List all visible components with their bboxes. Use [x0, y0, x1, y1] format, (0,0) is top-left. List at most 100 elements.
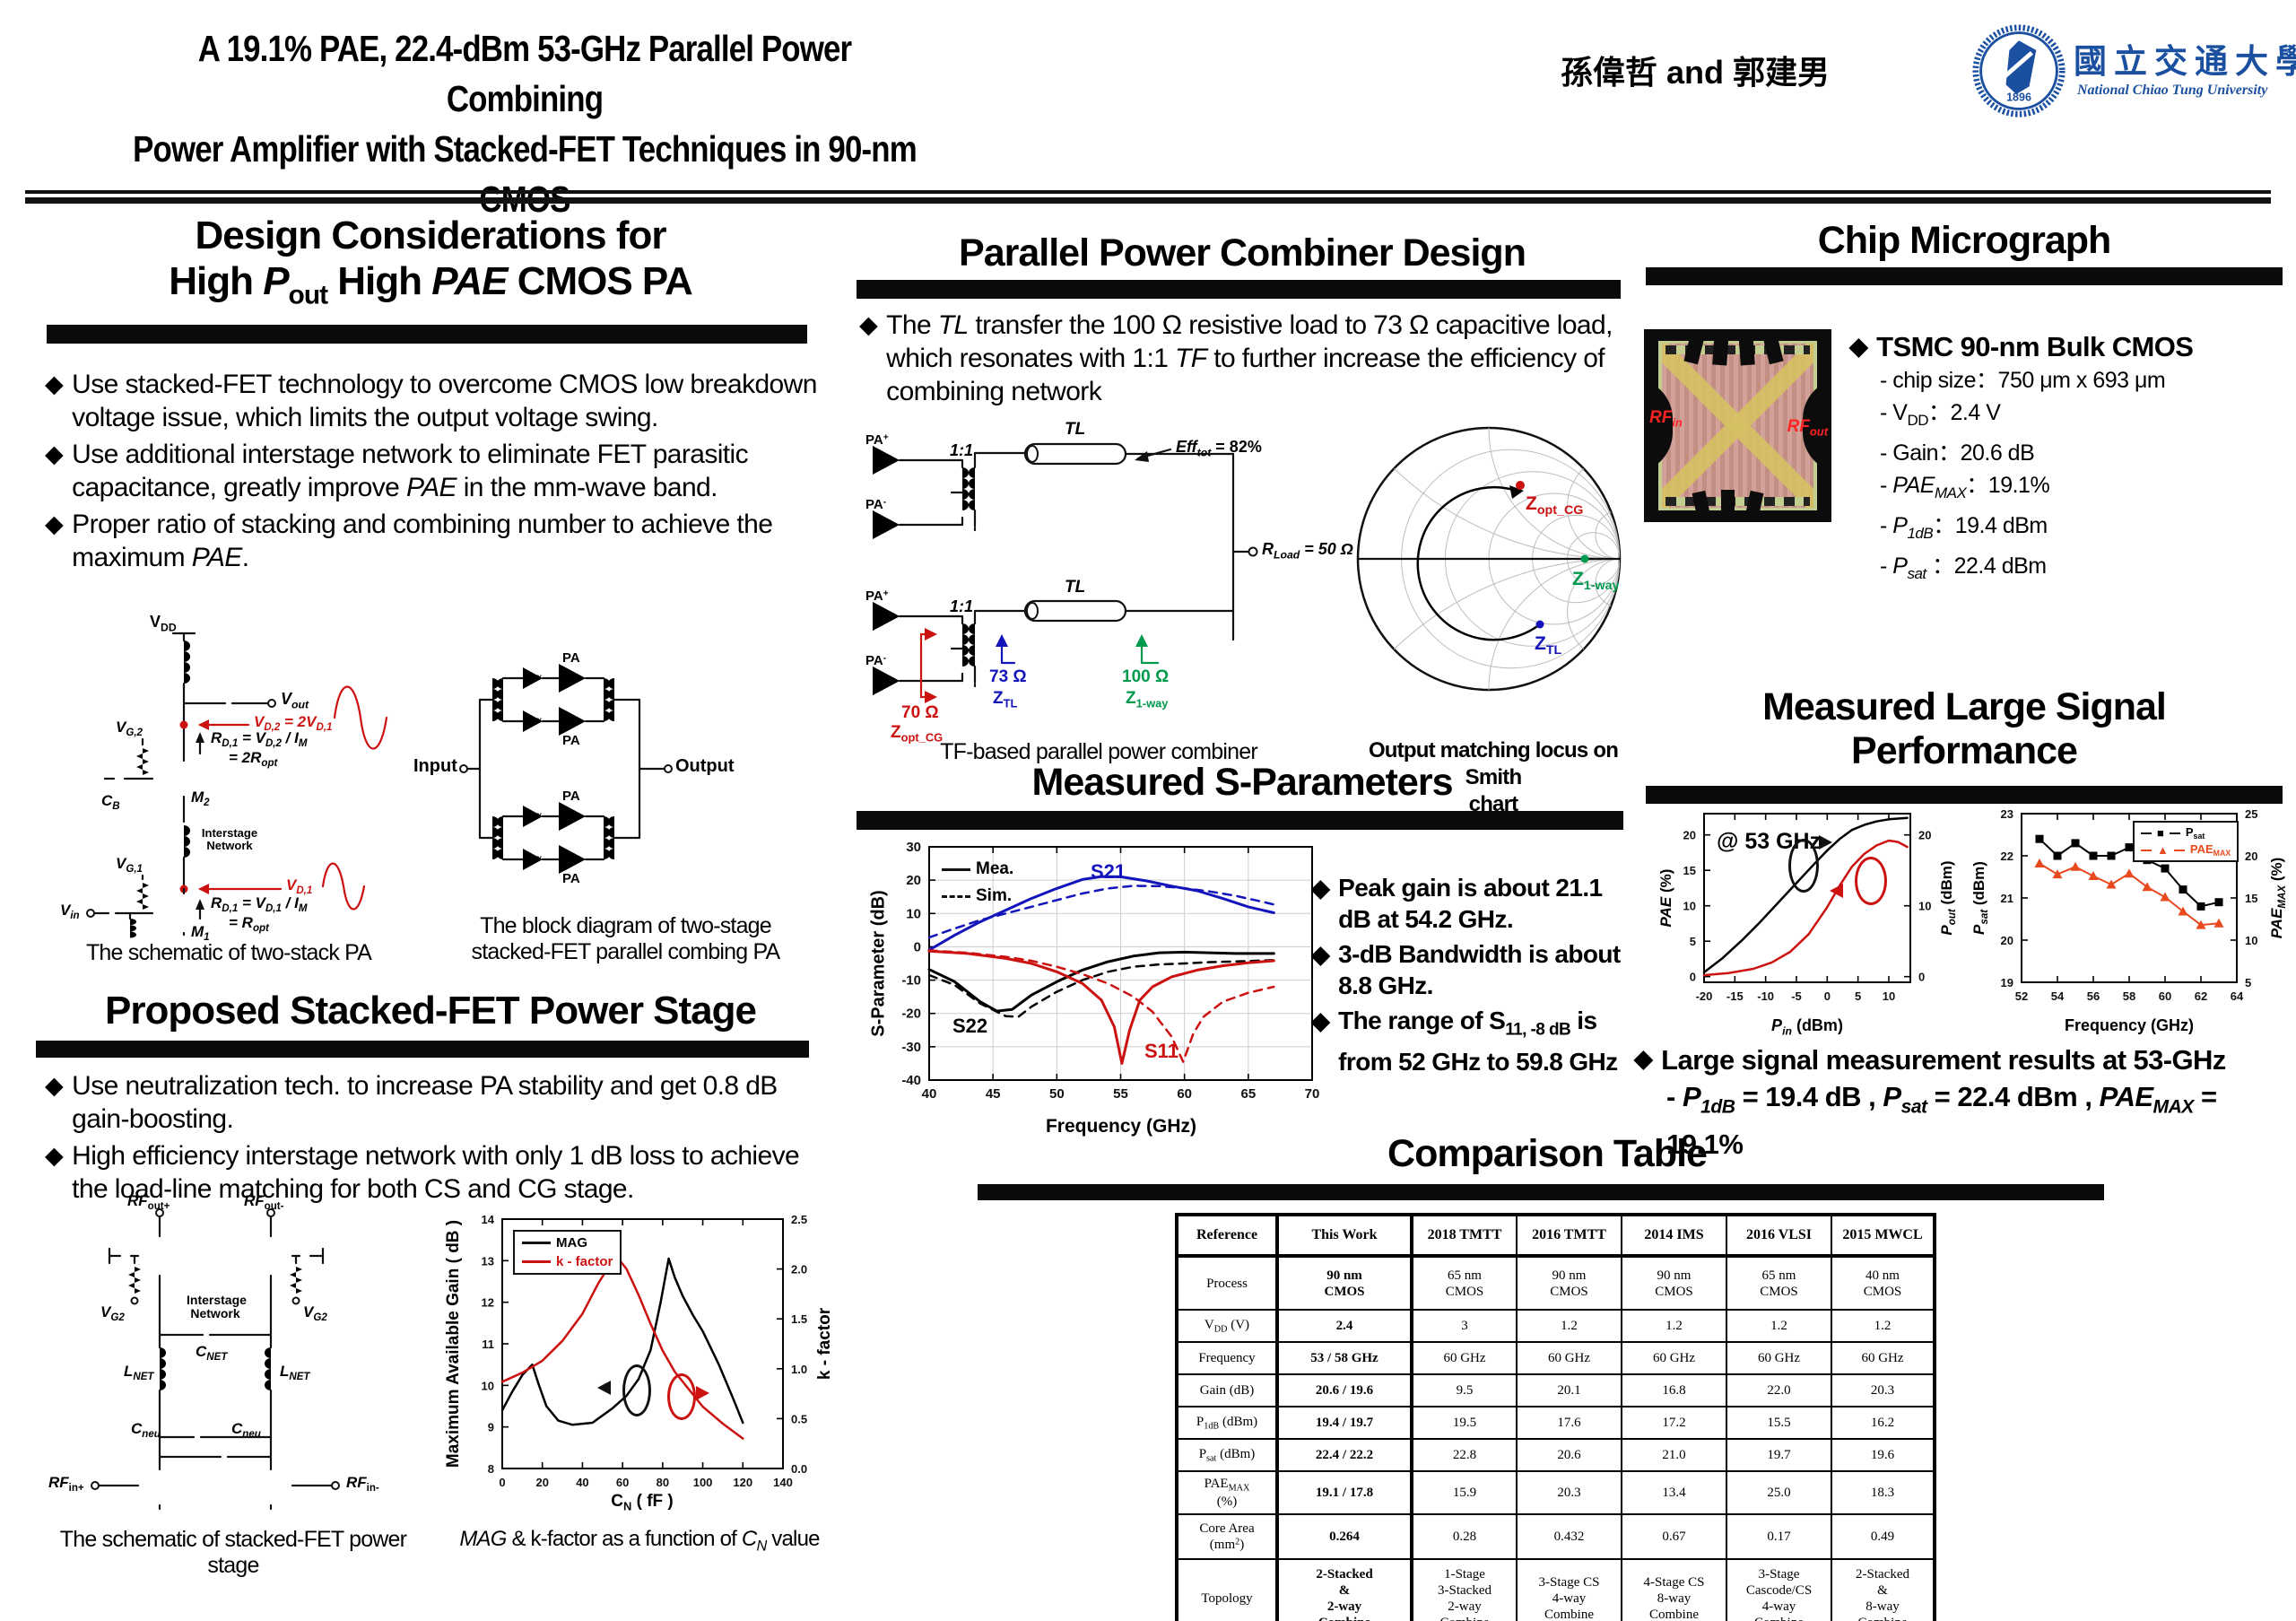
comparison-cell: 1.2: [1621, 1309, 1727, 1343]
output-label: Output: [675, 756, 735, 776]
comparison-cell: 21.0: [1621, 1438, 1727, 1472]
lnet-right-label: LNET: [280, 1363, 310, 1383]
bullet-icon: ◆: [45, 1142, 64, 1169]
tl1-label: TL: [1065, 420, 1086, 439]
svg-text:56: 56: [2087, 989, 2100, 1003]
comparison-cell: 19.1 / 17.8: [1275, 1470, 1413, 1515]
sparams-legend: Mea. Sim.: [942, 859, 1013, 906]
z-1way-value: 100 Ω: [1122, 667, 1170, 686]
university-seal-icon: 1896: [1971, 23, 2066, 118]
comparison-cell: 19.6: [1831, 1438, 1935, 1472]
vd1-label: VD,1: [286, 876, 313, 897]
bullet-icon: ◆: [1634, 1045, 1653, 1072]
svg-text:20: 20: [906, 873, 921, 888]
sparams-bullets: ◆ Peak gain is about 21.1 dB at 54.2 GHz.…: [1311, 872, 1627, 1077]
ratio1-label: 1:1: [950, 441, 974, 459]
m2-label: M2: [191, 789, 210, 809]
comparison-cell: 60 GHz: [1726, 1341, 1832, 1375]
svg-text:0: 0: [499, 1476, 505, 1489]
svg-text:9: 9: [488, 1421, 494, 1434]
vg2-label: VG,2: [116, 719, 143, 739]
sim-line-icon: [942, 894, 970, 898]
comparison-row-label: P1dB (dBm): [1176, 1406, 1278, 1440]
proposed-bullet-2: ◆ High efficiency interstage network with…: [45, 1141, 800, 1204]
rd1-eq-label: RD,1 = VD,1 / IM: [211, 894, 308, 915]
spec-p1db: - P1dB：19.4 dBm: [1880, 512, 2048, 542]
combiner-figure: PA+ PA- PA+ PA- 1:1 1:1 TL TL Efftot = 8…: [857, 408, 1353, 744]
comparison-cell: 16.8: [1621, 1373, 1727, 1407]
svg-text:60: 60: [2159, 989, 2171, 1003]
s11-label: S11: [1144, 1040, 1178, 1062]
power-stage-schematic: [91, 1208, 340, 1520]
svg-text:-30: -30: [901, 1040, 921, 1055]
design-title-bar: [47, 325, 807, 344]
comparison-cell: 1.2: [1516, 1309, 1622, 1343]
header-rule-bottom: [25, 197, 2271, 204]
svg-text:58: 58: [2123, 989, 2135, 1003]
vd2-label: VD,2 = 2VD,1: [254, 713, 333, 734]
svg-text:1.5: 1.5: [791, 1312, 807, 1326]
bullet-icon: ◆: [45, 370, 64, 397]
svg-text:25: 25: [2245, 807, 2257, 821]
seal-year: 1896: [2006, 92, 2031, 104]
comparison-header-cell: 2015 MWCL: [1831, 1214, 1935, 1258]
svg-text:15: 15: [1683, 864, 1696, 877]
bullet-icon: ◆: [45, 440, 64, 467]
pa4-label: PA-: [865, 653, 887, 668]
comparison-cell: 22.8: [1411, 1438, 1518, 1472]
smith-z-tl-label: ZTL: [1535, 633, 1562, 658]
driver-label-1: Driver: [523, 673, 543, 681]
comparison-row-label: Topology: [1176, 1558, 1278, 1621]
interstage-net-label: Interstage Network: [187, 1293, 247, 1320]
svg-text:13: 13: [482, 1254, 494, 1268]
s22-label: S22: [952, 1015, 988, 1037]
micrograph-title-bar: [1646, 267, 2283, 285]
comparison-cell: 4-Stage CS 8-way Combine: [1621, 1558, 1727, 1621]
svg-text:0: 0: [1824, 989, 1831, 1003]
pa2-label: PA-: [865, 497, 887, 512]
svg-text:-20: -20: [901, 1007, 921, 1022]
svg-text:100: 100: [693, 1476, 713, 1489]
comparison-header-cell: 2016 VLSI: [1726, 1214, 1832, 1258]
svg-text:-10: -10: [901, 973, 921, 989]
design-bullet-3: ◆ Proper ratio of stacking and combining …: [45, 510, 773, 572]
comparison-cell: 90 nm CMOS: [1621, 1255, 1727, 1311]
rfin-plus-label: RFin+: [48, 1474, 84, 1495]
psat-ylabel: Psat (dBm): [1970, 861, 1991, 935]
svg-text:-10: -10: [1757, 989, 1774, 1003]
svg-text:12: 12: [482, 1296, 494, 1310]
z-cg-value: 70 Ω: [901, 703, 939, 722]
comparison-cell: 9.5: [1411, 1373, 1518, 1407]
z-cg-label: Zopt_CG: [891, 723, 944, 745]
svg-text:-5: -5: [1791, 989, 1802, 1003]
comparison-cell: 17.2: [1621, 1406, 1727, 1440]
svg-text:-15: -15: [1726, 989, 1744, 1003]
tl2-label: TL: [1065, 578, 1086, 597]
svg-text:14: 14: [482, 1213, 495, 1226]
large-signal-results: - P1dB = 19.4 dB , Psat = 22.4 dBm , PAE…: [1666, 1081, 2217, 1161]
vin-label: Vin: [60, 902, 80, 922]
svg-text:52: 52: [2015, 989, 2028, 1003]
chip-specs-heading: ◆ TSMC 90-nm Bulk CMOS: [1849, 331, 2194, 362]
block-diagram-caption: The block diagram of two-stage stacked-FE…: [471, 913, 781, 964]
comparison-cell: 15.5: [1726, 1406, 1832, 1440]
spec-chip-size: - chip size：750 μm x 693 μm: [1880, 368, 2166, 393]
design-title-line1: Design Considerations for: [195, 214, 666, 257]
comparison-cell: 60 GHz: [1516, 1341, 1622, 1375]
svg-text:21: 21: [2001, 892, 2013, 905]
mag-kfactor-chart: 0 20 40 60 80 100 120 140 8 9 10 11 12 13 14 0.0 0.5 1.0 1…: [482, 1213, 808, 1489]
poster-title-line2: Power Amplifier with Stacked-FET Techniq…: [133, 128, 918, 220]
interstage-label: Interstage Network: [201, 826, 258, 852]
section-title-comparison: Comparison Table: [1387, 1132, 1708, 1175]
comparison-cell: 22.0: [1726, 1373, 1832, 1407]
combiner-caption: TF-based parallel power combiner: [940, 739, 1258, 764]
psat-paemax-figure: 52 54 56 58 60 62 64 19 20 21 22 23 5 10 15 20 25 ■ Psat …: [1966, 801, 2293, 1041]
bullet-icon: ◆: [45, 510, 64, 537]
cneu-left-label: Cneu: [131, 1420, 161, 1441]
comparison-cell: 0.28: [1411, 1513, 1518, 1560]
comparison-cell: 20.1: [1516, 1373, 1622, 1407]
smith-z-cg-label: Zopt_CG: [1526, 493, 1584, 518]
design-title-line2: High Pout High PAE CMOS PA: [169, 258, 693, 310]
comparison-cell: 2.4: [1275, 1309, 1413, 1343]
